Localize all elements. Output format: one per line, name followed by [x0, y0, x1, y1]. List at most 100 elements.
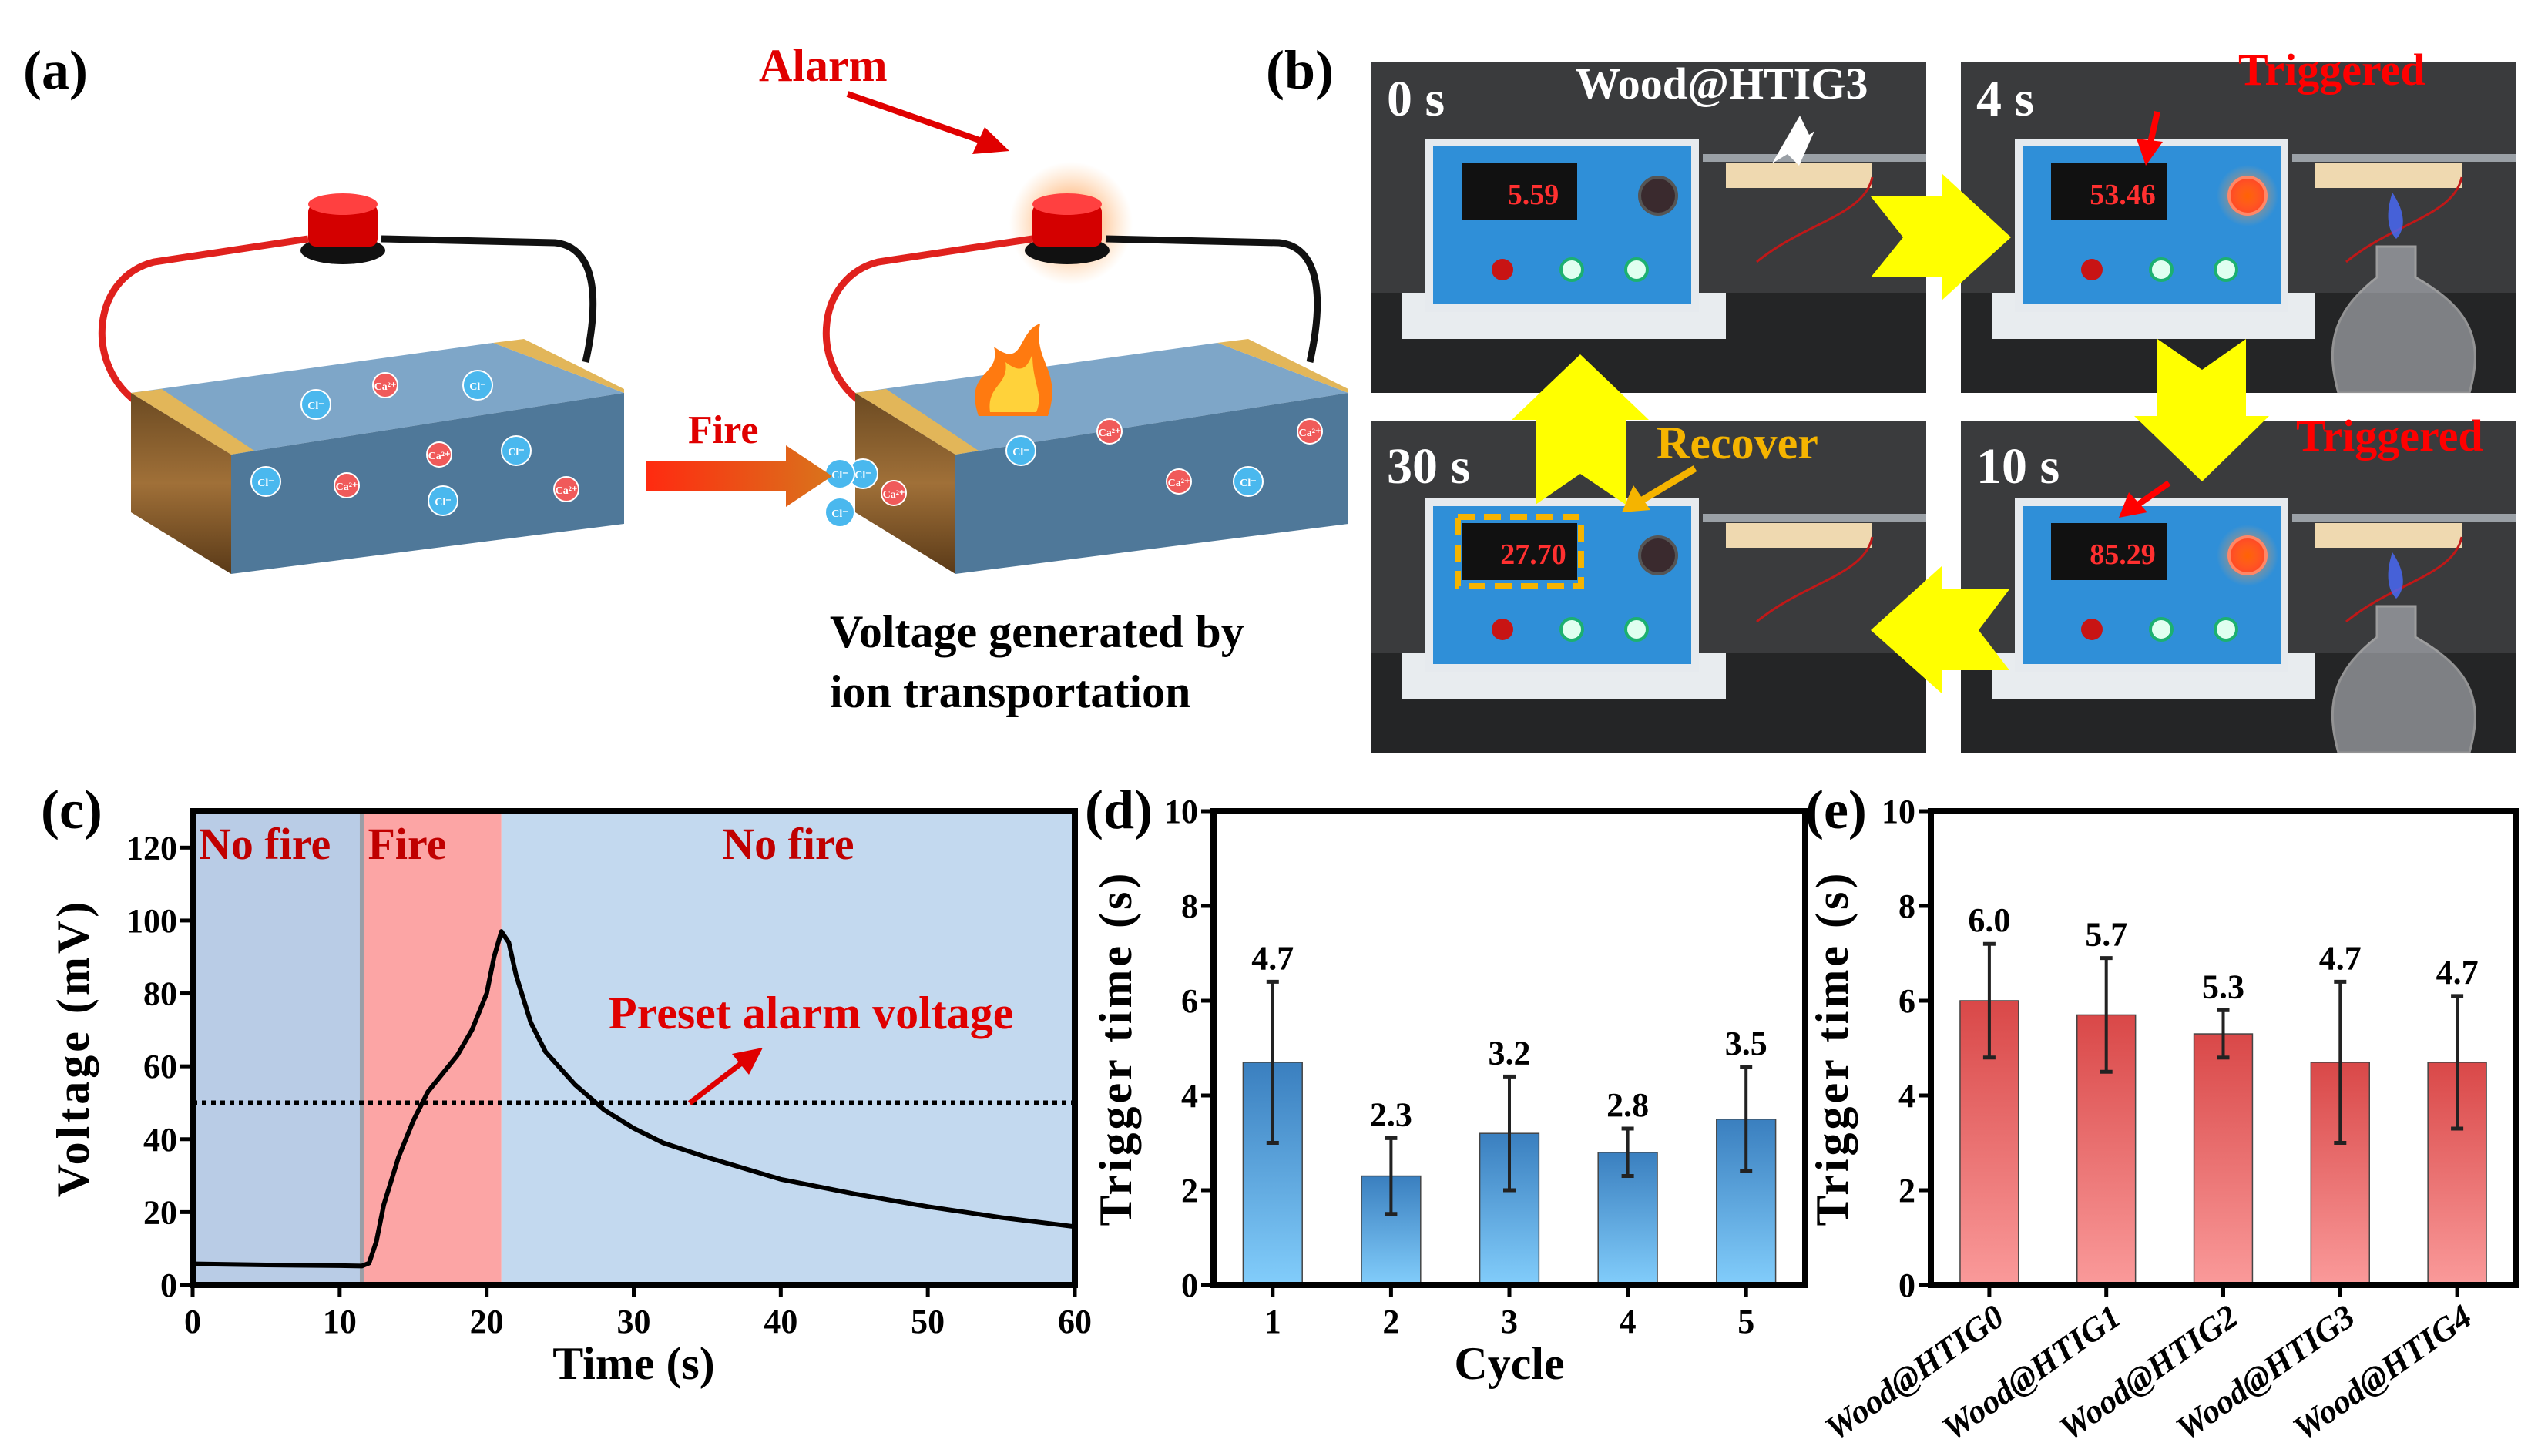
- ion-label: Cl⁻: [508, 447, 524, 458]
- lead-wire: [2345, 536, 2463, 623]
- value-label: 2.3: [1370, 1095, 1412, 1133]
- flame-icon: [2388, 552, 2403, 599]
- value-label: 4.7: [2436, 954, 2479, 991]
- y-tick-label: 120: [126, 829, 177, 867]
- arrow-up-icon: [1512, 354, 1649, 505]
- line: [2136, 480, 2171, 508]
- display-screen: [1462, 163, 1577, 220]
- y-tick-label: 8: [1898, 887, 1915, 925]
- flame-core: [989, 354, 1039, 412]
- display-value: 5.59: [1508, 179, 1559, 211]
- polygon: [2137, 139, 2163, 166]
- electrode-right: [493, 339, 624, 393]
- chart-e: (e)6.0Wood@HTIG05.7Wood@HTIG15.3Wood@HTI…: [1805, 779, 2519, 1448]
- time-label: 0 s: [1387, 71, 1445, 127]
- triggered-pointer-arrow-icon: [2137, 111, 2163, 166]
- chloride-ion: Cl⁻: [428, 485, 458, 516]
- y-tick-label: 0: [1898, 1266, 1915, 1304]
- ion-circle: [1096, 418, 1123, 445]
- alarm-label: Alarm: [759, 40, 888, 91]
- display-screen: [1462, 523, 1577, 580]
- photo-4s: 53.46 4 s Triggered: [1961, 45, 2516, 394]
- polygon: [2119, 492, 2147, 518]
- polygon: [732, 1048, 763, 1075]
- error-bar: [1740, 1065, 1753, 1173]
- y-tick-label: 4: [1181, 1077, 1198, 1115]
- green-button-icon: [2149, 257, 2174, 282]
- time-label: 10 s: [1976, 438, 2060, 495]
- sample-label: Wood@HTIG3: [1576, 59, 1868, 109]
- sample-pointer-arrow-icon: [1772, 116, 1814, 166]
- alcohol-lamp: [2331, 245, 2476, 394]
- ion-label: Cl⁻: [854, 470, 871, 481]
- y-tick-label: 10: [1164, 793, 1198, 830]
- error-bar: [2334, 979, 2347, 1145]
- ion-label: Cl⁻: [257, 478, 274, 489]
- electrode-left: [131, 389, 254, 455]
- line: [687, 1059, 746, 1105]
- error-bar: [1982, 941, 1996, 1060]
- value-label: 3.5: [1725, 1025, 1767, 1062]
- flame-icon: [2388, 193, 2403, 239]
- ion-circle: [428, 485, 458, 516]
- ion-label: Cl⁻: [435, 497, 451, 508]
- region-0: [193, 811, 362, 1285]
- green-button-icon: [2214, 617, 2238, 642]
- region-label: Fire: [368, 819, 446, 869]
- threshold-label: Preset alarm voltage: [609, 988, 1013, 1038]
- green-button-icon: [1624, 617, 1649, 642]
- red-button-icon: [1492, 619, 1513, 640]
- time-label: 4 s: [1976, 71, 2034, 127]
- photo-30s: 27.70 30 s: [1371, 421, 1926, 753]
- time-label: 30 s: [1387, 438, 1470, 495]
- ion-label: Ca²⁺: [1099, 428, 1121, 439]
- wood-sample: [2315, 163, 2462, 188]
- wood-sample: [1726, 523, 1872, 548]
- x-tick-label: 1: [1264, 1303, 1281, 1340]
- ion-circle: [462, 370, 493, 401]
- chart-d: (d) 4.7 1 2.3 2 3.2 3 2.8 4 3.5 5 0 2 4 6 8 10 Trigger ti…: [1085, 779, 1808, 1389]
- lead-wire: [2345, 176, 2463, 263]
- value-label: 4.7: [2319, 939, 2362, 977]
- ion-label: Ca²⁺: [428, 451, 451, 462]
- battery-front-face: [955, 393, 1348, 574]
- alarm-light-glow: [2217, 525, 2278, 586]
- ion-circle: [372, 372, 398, 398]
- ion-label: Ca²⁺: [1299, 428, 1321, 439]
- ion-circle: [300, 389, 331, 420]
- caption-line-1: Voltage generated by: [830, 606, 1244, 657]
- display-value: 27.70: [1500, 538, 1566, 571]
- error-bar: [1621, 1126, 1634, 1179]
- y-tick-label: 2: [1898, 1172, 1915, 1209]
- ion-label: Ca²⁺: [374, 381, 397, 393]
- wood-side-face: [131, 393, 231, 574]
- x-tick-label: 0: [184, 1303, 201, 1340]
- alarm-button-icon: [308, 204, 378, 247]
- lead-wire: [1756, 536, 1874, 623]
- ion-circle: [1233, 466, 1264, 497]
- alarm-pointer-arrow-icon: [846, 91, 1009, 154]
- fire-label: Fire: [688, 408, 758, 452]
- plot-frame: [1210, 808, 1808, 1288]
- ion-label: Cl⁻: [831, 508, 848, 520]
- x-tick-label: 2: [1382, 1303, 1399, 1340]
- chloride-ion: Cl⁻: [1005, 435, 1036, 466]
- display-screen: [2051, 163, 2167, 220]
- ion-label: Ca²⁺: [556, 485, 578, 497]
- alarm-light-glow: [2217, 165, 2278, 226]
- green-button-icon: [2214, 257, 2238, 282]
- y-tick-label: 2: [1181, 1172, 1198, 1209]
- ion-circle: [1166, 468, 1192, 495]
- y-tick-label: 10: [1882, 793, 1915, 830]
- panel-b: (b) 5.59 0 s 53.46 4 s Triggered 27.70 30 s 85.…: [1266, 39, 2516, 754]
- y-tick-label: 80: [143, 975, 177, 1013]
- green-button-icon: [2149, 617, 2174, 642]
- calcium-ion: Ca²⁺: [553, 476, 579, 502]
- x-tick-label: 50: [911, 1303, 945, 1340]
- x-tick-label: 4: [1620, 1303, 1637, 1340]
- wood-side-face: [855, 393, 955, 574]
- recover-label: Recover: [1657, 418, 1818, 468]
- red-button-icon: [1492, 259, 1513, 280]
- y-axis-title: Voltage (mV): [48, 899, 99, 1197]
